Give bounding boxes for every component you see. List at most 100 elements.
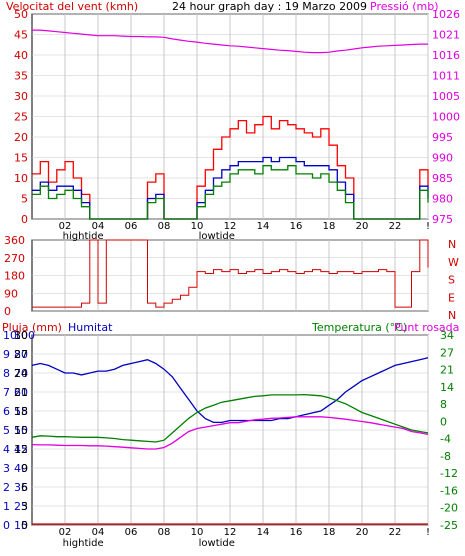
pressure-ytick-label: 1011 — [432, 70, 460, 83]
bottom-xtick-label: 04 — [92, 527, 105, 538]
bottom-xtick-label: 22 — [389, 527, 402, 538]
compass-label: N — [448, 238, 456, 251]
wind-ytick-label: 5 — [21, 193, 28, 206]
rain-axis-title: Pluja (mm) — [2, 321, 62, 334]
compass-label: N — [448, 309, 456, 322]
humidity-ytick-label: 35 — [14, 481, 28, 494]
wind-ytick-label: 40 — [14, 49, 28, 62]
humidity-ytick-label: 45 — [14, 443, 28, 456]
wind-xtick-label: 20 — [356, 221, 369, 232]
wind-ytick-label: 30 — [14, 90, 28, 103]
temp-right-ytick-label: 8 — [440, 398, 447, 411]
wind-xtick-label: 18 — [323, 221, 336, 232]
wind-axis-title: Velocitat del vent (kmh) — [6, 0, 138, 13]
wind-xtick-label: 14 — [257, 221, 270, 232]
dewpoint-axis-title: Punt rosada — [394, 321, 459, 334]
wind-ytick-label: 35 — [14, 70, 28, 83]
pressure-ytick-label: 1026 — [432, 8, 460, 21]
pressure-ytick-label: 995 — [432, 131, 453, 144]
humidity-ytick-label: 60 — [14, 386, 28, 399]
temp-left-ytick-label: 0 — [21, 519, 28, 532]
temp-left-ytick-label: 12 — [14, 443, 28, 456]
rain-ytick-label: 6 — [3, 405, 10, 418]
compass-label: W — [448, 256, 459, 269]
wind-xtick-label: 16 — [290, 221, 303, 232]
temp-left-ytick-label: 18 — [14, 405, 28, 418]
wind-ytick-label: 25 — [14, 111, 28, 124]
pressure-ytick-label: 1016 — [432, 49, 460, 62]
temp-right-ytick-label: 34 — [440, 329, 454, 342]
pressure-ytick-label: 980 — [432, 193, 453, 206]
bottom-xtick-label: 02 — [59, 527, 72, 538]
wind-ytick-label: 50 — [14, 8, 28, 21]
rain-ytick-label: 0 — [3, 519, 10, 532]
wind-xtick-label: 10 — [191, 221, 204, 232]
wind-ytick-label: 45 — [14, 29, 28, 42]
compass-label: S — [448, 274, 455, 287]
humidity-axis-title: Humitat — [68, 321, 113, 334]
rain-ytick-label: 3 — [3, 462, 10, 475]
wind-tide-label: hightide — [63, 231, 104, 242]
series-line-speed — [32, 165, 429, 220]
chart-marks — [31, 29, 429, 525]
temp-left-ytick-label: 3 — [21, 500, 28, 513]
wind-xtick-label: 22 — [389, 221, 402, 232]
humidity-ytick-label: 70 — [14, 367, 28, 380]
rain-ytick-label: 10 — [3, 329, 17, 342]
series-line-direction — [32, 239, 429, 308]
wind-xtick-label: 02 — [59, 221, 72, 232]
series-line-temperature — [31, 393, 429, 443]
pressure-ytick-label: 1021 — [432, 29, 460, 42]
temp-left-ytick-label: 27 — [14, 348, 28, 361]
humidity-ytick-label: 25 — [14, 500, 28, 513]
bottom-xtick-label: 20 — [356, 527, 369, 538]
humidity-ytick-label: 40 — [14, 462, 28, 475]
temp-left-ytick-label: 21 — [14, 386, 28, 399]
temp-left-ytick-label: 6 — [21, 481, 28, 494]
temp-right-ytick-label: -4 — [440, 433, 451, 446]
temp-left-ytick-label: 30 — [14, 329, 28, 342]
temp-right-ytick-label: 21 — [440, 364, 454, 377]
humidity-ytick-label: 55 — [14, 405, 28, 418]
bottom-xtick-label: 06 — [125, 527, 138, 538]
rain-ytick-label: 9 — [3, 348, 10, 361]
temp-left-ytick-label: 24 — [14, 367, 28, 380]
bottom-xtick-label: 12 — [224, 527, 237, 538]
direction-ytick-label: 360 — [4, 234, 25, 247]
temp-right-ytick-label: 14 — [440, 381, 454, 394]
rain-ytick-label: 2 — [3, 481, 10, 494]
temp-right-ytick-label: -12 — [440, 467, 458, 480]
bottom-xtick-label: 08 — [158, 527, 171, 538]
wind-tide-label: lowtide — [199, 231, 235, 242]
bottom-tide-label: hightide — [63, 538, 104, 549]
wind-ytick-label: 0 — [21, 213, 28, 226]
bottom-xtick-label: 14 — [257, 527, 270, 538]
temp-right-ytick-label: 27 — [440, 346, 454, 359]
pressure-ytick-label: 990 — [432, 152, 453, 165]
wind-ytick-label: 10 — [14, 172, 28, 185]
pressure-ytick-label: 975 — [432, 213, 453, 226]
temp-right-ytick-label: -8 — [440, 450, 451, 463]
wind-xtick-label: 12 — [224, 221, 237, 232]
rain-ytick-label: 8 — [3, 367, 10, 380]
pressure-ytick-label: 985 — [432, 172, 453, 185]
bottom-xtick-label: ! — [426, 527, 430, 538]
series-line-humidity — [31, 357, 429, 424]
bottom-tide-label: lowtide — [199, 538, 235, 549]
temp-right-ytick-label: -25 — [440, 519, 458, 532]
humidity-ytick-label: 50 — [14, 424, 28, 437]
direction-ytick-label: 0 — [4, 305, 11, 318]
wind-ytick-label: 20 — [14, 131, 28, 144]
direction-ytick-label: 90 — [4, 287, 18, 300]
temperature-axis-title: Temperatura (°C) — [311, 321, 407, 334]
wind-ytick-label: 15 — [14, 152, 28, 165]
rain-ytick-label: 4 — [3, 443, 10, 456]
rain-ytick-label: 1 — [3, 500, 10, 513]
temp-left-ytick-label: 15 — [14, 424, 28, 437]
wind-xtick-label: 04 — [92, 221, 105, 232]
pressure-ytick-label: 1005 — [432, 90, 460, 103]
rain-ytick-label: 5 — [3, 424, 10, 437]
wind-xtick-label: 08 — [158, 221, 171, 232]
